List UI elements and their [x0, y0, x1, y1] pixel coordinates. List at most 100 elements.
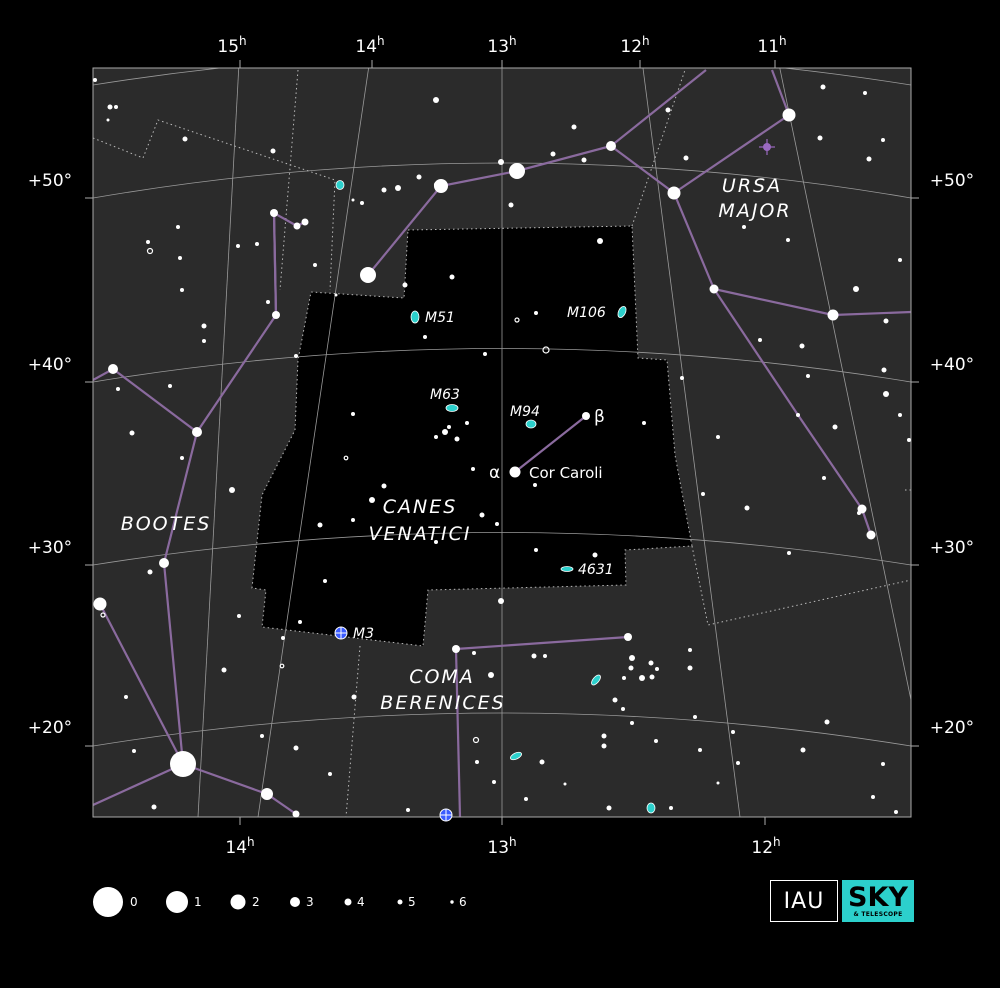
ra-label: 15h — [217, 34, 246, 57]
legend-dot — [93, 887, 123, 917]
ra-labels-top: 15h 14h 13h 12h 11h — [217, 34, 786, 57]
sky-logo-text: SKY — [848, 881, 908, 913]
legend-label: 5 — [408, 895, 416, 909]
label-cor-caroli: Cor Caroli — [529, 464, 603, 482]
star — [108, 364, 118, 374]
cluster-m3 — [334, 626, 348, 640]
galaxy-m63 — [445, 404, 459, 412]
dec-label: +40° — [930, 355, 974, 375]
dec-label: +50° — [930, 171, 974, 191]
label-m106: M106 — [567, 305, 606, 321]
ra-label: 12h — [620, 34, 649, 57]
ra-label: 14h — [225, 835, 254, 858]
star — [782, 108, 796, 122]
constellation-boundary-area — [251, 225, 693, 647]
star — [606, 141, 616, 151]
galaxy-m51 — [410, 310, 420, 324]
star — [170, 751, 196, 777]
star — [301, 218, 309, 226]
legend-dot — [230, 894, 246, 910]
star — [667, 186, 681, 200]
star — [293, 222, 301, 230]
galaxy — [510, 751, 522, 761]
dec-label: +30° — [930, 538, 974, 558]
label-major: MAJOR — [718, 200, 791, 222]
dec-labels-right: +50° +40° +30° +20° — [930, 171, 974, 738]
star-labels: Cor Caroli α β — [489, 407, 605, 483]
ra-label: 14h — [355, 34, 384, 57]
galaxy — [335, 180, 345, 190]
label-m94: M94 — [510, 404, 540, 420]
star-beta — [582, 412, 590, 420]
sky-logo-subtext: & TELESCOPE — [853, 910, 903, 918]
label-bootes: BOOTES — [121, 513, 212, 535]
label-m63: M63 — [430, 387, 460, 403]
label-4631: 4631 — [578, 562, 614, 578]
star-cor-caroli — [509, 466, 521, 478]
galaxies — [335, 180, 656, 814]
dec-label: +20° — [28, 718, 72, 738]
legend-dot — [290, 897, 300, 907]
legend-label: 1 — [194, 895, 202, 909]
star — [452, 645, 460, 653]
iau-logo: IAU — [770, 880, 838, 922]
constellation-labels: CANES VENATICI URSA MAJOR BOOTES COMA BE… — [121, 175, 791, 714]
legend-label: 3 — [306, 895, 314, 909]
galaxy-m94 — [525, 419, 537, 429]
legend-label: 2 — [252, 895, 260, 909]
neighbour-boundaries — [93, 69, 911, 817]
legend-dot — [397, 899, 403, 905]
galaxy-m106 — [617, 305, 627, 319]
star — [360, 267, 376, 283]
ra-label: 13h — [487, 835, 516, 858]
legend-dot — [166, 891, 188, 913]
dec-label: +20° — [930, 718, 974, 738]
dec-label: +40° — [28, 355, 72, 375]
ra-label: 11h — [757, 34, 786, 57]
star — [509, 163, 525, 179]
variable-stars — [100, 180, 550, 773]
nebula-marker — [759, 139, 775, 155]
cluster — [439, 808, 453, 822]
galaxy-4631 — [560, 566, 574, 572]
legend-dot — [344, 898, 352, 906]
star — [159, 558, 169, 568]
dec-labels-left: +50° +40° +30° +20° — [28, 171, 72, 738]
magnitude-legend: 0 1 2 3 4 5 6 — [93, 887, 467, 917]
label-beta: β — [594, 407, 605, 427]
label-coma: COMA — [409, 666, 475, 688]
galaxy — [591, 674, 601, 686]
dec-label: +30° — [28, 538, 72, 558]
star — [827, 309, 839, 321]
label-m3: M3 — [353, 626, 374, 642]
label-berenices: BERENICES — [380, 692, 505, 714]
dec-label: +50° — [28, 171, 72, 191]
star — [272, 311, 280, 319]
legend-label: 0 — [130, 895, 138, 909]
label-canes: CANES — [383, 496, 458, 518]
galaxy — [646, 802, 656, 814]
legend-dot — [450, 900, 454, 904]
star — [624, 633, 632, 641]
ra-labels-bottom: 14h 13h 12h — [225, 835, 780, 858]
label-alpha: α — [489, 463, 500, 483]
label-venatici: VENATICI — [369, 523, 472, 545]
legend-label: 6 — [459, 895, 467, 909]
star — [261, 788, 273, 800]
star — [709, 284, 719, 294]
star — [93, 597, 107, 611]
star — [192, 427, 202, 437]
star — [270, 209, 278, 217]
star — [866, 530, 876, 540]
ra-label: 13h — [487, 34, 516, 57]
legend-label: 4 — [357, 895, 365, 909]
ra-label: 12h — [751, 835, 780, 858]
label-ursa: URSA — [722, 175, 782, 197]
sky-telescope-logo: SKY & TELESCOPE — [842, 880, 914, 922]
star — [292, 810, 300, 818]
frame-ticks — [85, 60, 919, 825]
stars — [93, 78, 911, 818]
coordinate-grid — [93, 68, 911, 817]
object-labels: M51 M106 M63 M94 4631 M3 — [353, 305, 614, 642]
